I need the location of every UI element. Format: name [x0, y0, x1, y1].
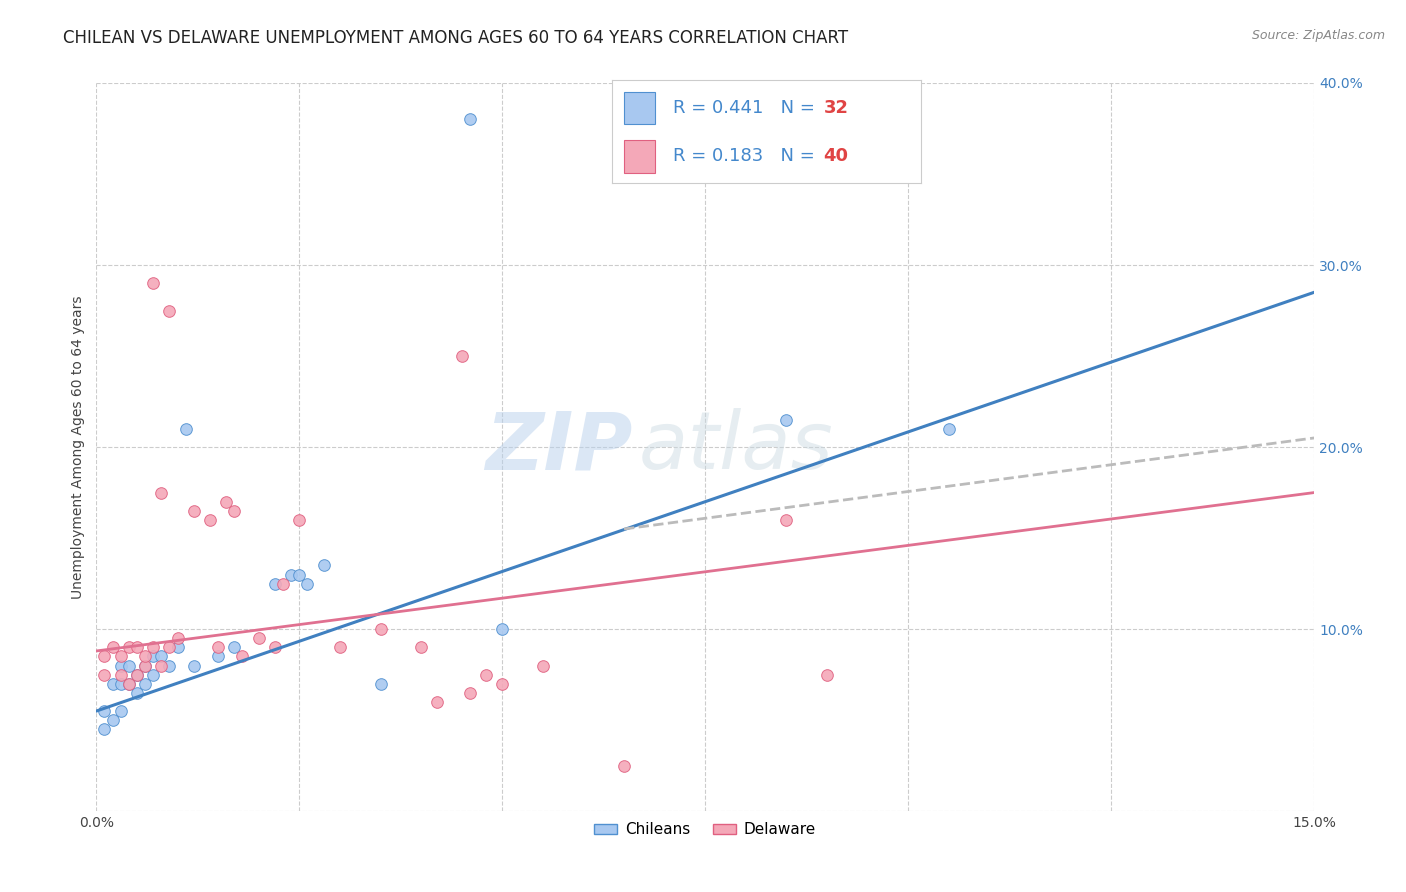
Point	[142, 667, 165, 681]
Point	[271, 576, 294, 591]
Text: Source: ZipAtlas.com: Source: ZipAtlas.com	[1251, 29, 1385, 43]
Point	[134, 658, 156, 673]
Point	[157, 303, 180, 318]
Point	[118, 658, 141, 673]
Point	[118, 677, 141, 691]
Text: R = 0.183   N =: R = 0.183 N =	[673, 147, 821, 165]
Point	[531, 658, 554, 673]
Point	[938, 422, 960, 436]
Point	[134, 649, 156, 664]
Point	[224, 640, 246, 655]
Text: CHILEAN VS DELAWARE UNEMPLOYMENT AMONG AGES 60 TO 64 YEARS CORRELATION CHART: CHILEAN VS DELAWARE UNEMPLOYMENT AMONG A…	[63, 29, 848, 47]
Point	[183, 658, 205, 673]
Point	[118, 640, 141, 655]
Point	[142, 649, 165, 664]
Point	[93, 649, 115, 664]
Point	[491, 622, 513, 636]
Point	[166, 631, 188, 645]
Point	[166, 640, 188, 655]
Point	[370, 622, 392, 636]
Point	[157, 658, 180, 673]
Point	[775, 413, 797, 427]
Point	[491, 677, 513, 691]
Point	[775, 513, 797, 527]
Legend: Chileans, Delaware: Chileans, Delaware	[588, 816, 823, 844]
Point	[110, 658, 132, 673]
Point	[110, 677, 132, 691]
Point	[458, 686, 481, 700]
Point	[93, 704, 115, 718]
Point	[280, 567, 302, 582]
Point	[125, 667, 148, 681]
Point	[297, 576, 319, 591]
Point	[174, 422, 197, 436]
Point	[125, 640, 148, 655]
Y-axis label: Unemployment Among Ages 60 to 64 years: Unemployment Among Ages 60 to 64 years	[72, 295, 86, 599]
Point	[207, 640, 229, 655]
Point	[118, 677, 141, 691]
Point	[247, 631, 270, 645]
Point	[329, 640, 352, 655]
Point	[215, 494, 238, 508]
Point	[125, 667, 148, 681]
Point	[134, 658, 156, 673]
FancyBboxPatch shape	[624, 92, 655, 124]
Point	[198, 513, 221, 527]
Point	[157, 640, 180, 655]
Point	[142, 276, 165, 290]
Point	[426, 695, 449, 709]
Point	[150, 485, 173, 500]
Point	[613, 758, 636, 772]
Point	[101, 640, 124, 655]
Text: ZIP: ZIP	[485, 408, 633, 486]
Point	[142, 640, 165, 655]
Point	[134, 677, 156, 691]
Point	[183, 504, 205, 518]
Point	[288, 513, 311, 527]
Point	[264, 640, 287, 655]
Point	[458, 112, 481, 127]
Point	[150, 649, 173, 664]
Text: 40: 40	[824, 147, 848, 165]
Point	[312, 558, 335, 573]
Point	[224, 504, 246, 518]
Point	[288, 567, 311, 582]
Point	[93, 723, 115, 737]
Point	[409, 640, 432, 655]
Point	[101, 677, 124, 691]
Point	[110, 667, 132, 681]
Point	[150, 658, 173, 673]
Point	[207, 649, 229, 664]
Point	[815, 667, 838, 681]
Point	[370, 677, 392, 691]
Point	[475, 667, 498, 681]
Point	[110, 704, 132, 718]
Point	[231, 649, 253, 664]
Point	[93, 667, 115, 681]
Text: R = 0.441   N =: R = 0.441 N =	[673, 99, 821, 117]
Point	[125, 686, 148, 700]
Point	[110, 649, 132, 664]
Point	[264, 576, 287, 591]
FancyBboxPatch shape	[624, 140, 655, 173]
Text: 32: 32	[824, 99, 848, 117]
Text: atlas: atlas	[638, 408, 832, 486]
Point	[450, 349, 472, 363]
Point	[101, 713, 124, 727]
